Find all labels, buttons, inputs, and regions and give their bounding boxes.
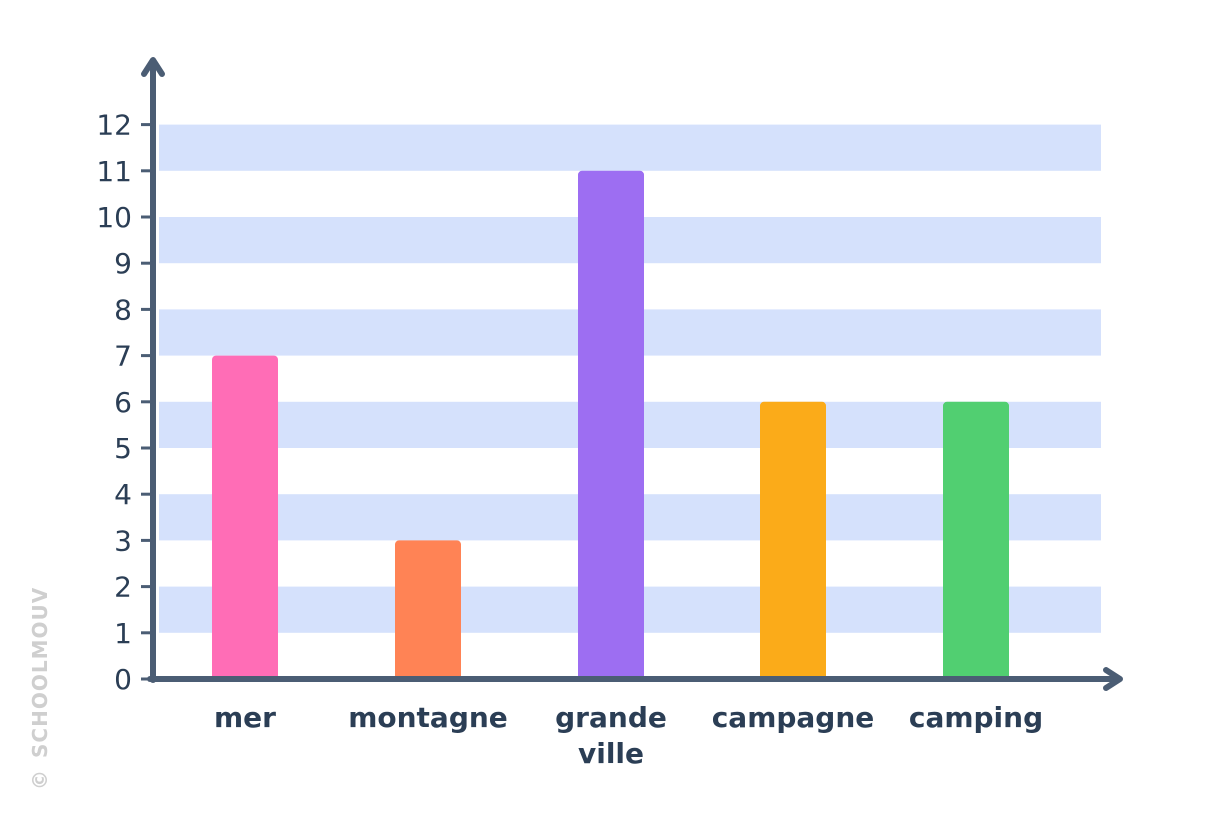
- watermark: © SCHOOLMOUV: [28, 587, 52, 790]
- x-category-label: grande ville: [555, 701, 667, 770]
- bar: [212, 355, 278, 680]
- y-tick-label: 12: [96, 109, 132, 142]
- x-axis-arrow: [1103, 667, 1123, 691]
- bar: [760, 401, 826, 680]
- bars: [212, 170, 1009, 681]
- y-tick-label: 7: [114, 340, 132, 373]
- watermark-text: SCHOOLMOUV: [28, 587, 52, 758]
- x-category-label: campagne: [712, 701, 875, 734]
- x-category-label: camping: [909, 701, 1043, 734]
- y-tick-label: 6: [114, 386, 132, 419]
- y-tick-label: 0: [114, 663, 132, 696]
- y-tick-label: 3: [114, 524, 132, 557]
- y-tick-label: 4: [114, 478, 132, 511]
- y-tick-label: 2: [114, 571, 132, 604]
- y-tick-label: 10: [96, 201, 132, 234]
- x-category-labels: mer montagne grande ville campagne camping: [214, 701, 1043, 770]
- y-axis-arrow: [141, 57, 165, 77]
- x-category-label: montagne: [348, 701, 508, 734]
- bar: [395, 540, 461, 680]
- y-tick-label: 11: [96, 155, 132, 188]
- y-tick-label: 9: [114, 247, 132, 280]
- y-tick-label: 5: [114, 432, 132, 465]
- y-tick-label: 8: [114, 293, 132, 326]
- watermark-copyright: ©: [28, 769, 52, 790]
- axes: [141, 57, 1123, 691]
- bar: [578, 170, 644, 681]
- bar: [943, 401, 1009, 680]
- y-tick-label: 1: [114, 617, 132, 650]
- grid-band: [159, 124, 1101, 171]
- x-category-label: mer: [214, 701, 276, 734]
